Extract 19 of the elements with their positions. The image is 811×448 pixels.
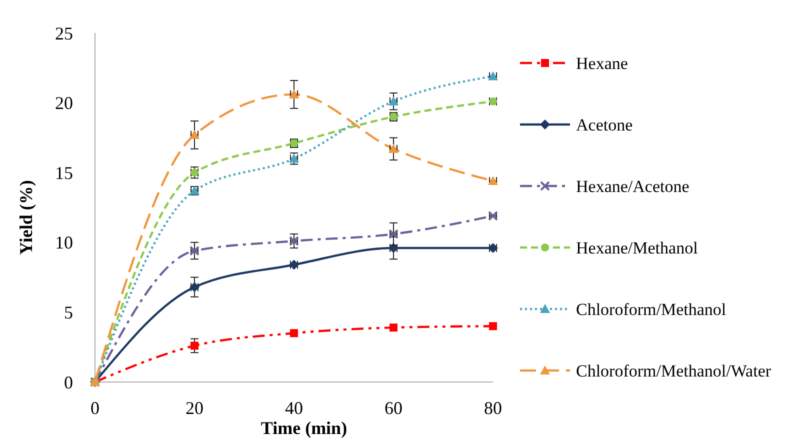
- legend-label: Chloroform/Methanol: [576, 300, 726, 319]
- legend-label: Acetone: [576, 115, 633, 134]
- legend-label: Hexane/Methanol: [576, 238, 698, 258]
- x-axis-title: Time (min): [260, 418, 348, 438]
- x-tick-label: 0: [90, 398, 100, 418]
- y-tick-label: 25: [55, 23, 73, 44]
- legend-label: Chloroform/Methanol/Water: [576, 361, 772, 380]
- y-axis-title: Yield (%): [16, 180, 36, 255]
- legend-label: Hexane: [576, 54, 628, 73]
- y-tick-label: 5: [64, 302, 73, 322]
- y-tick-label: 10: [55, 232, 73, 253]
- y-tick-label: 20: [55, 93, 73, 114]
- x-tick-label: 20: [186, 398, 204, 418]
- y-tick-label: 0: [64, 372, 73, 392]
- y-tick-label: 15: [55, 162, 73, 183]
- x-tick-label: 80: [484, 398, 502, 418]
- legend-label: Hexane/Acetone: [576, 176, 690, 196]
- x-tick-label: 40: [285, 398, 303, 418]
- x-tick-label: 60: [384, 398, 402, 418]
